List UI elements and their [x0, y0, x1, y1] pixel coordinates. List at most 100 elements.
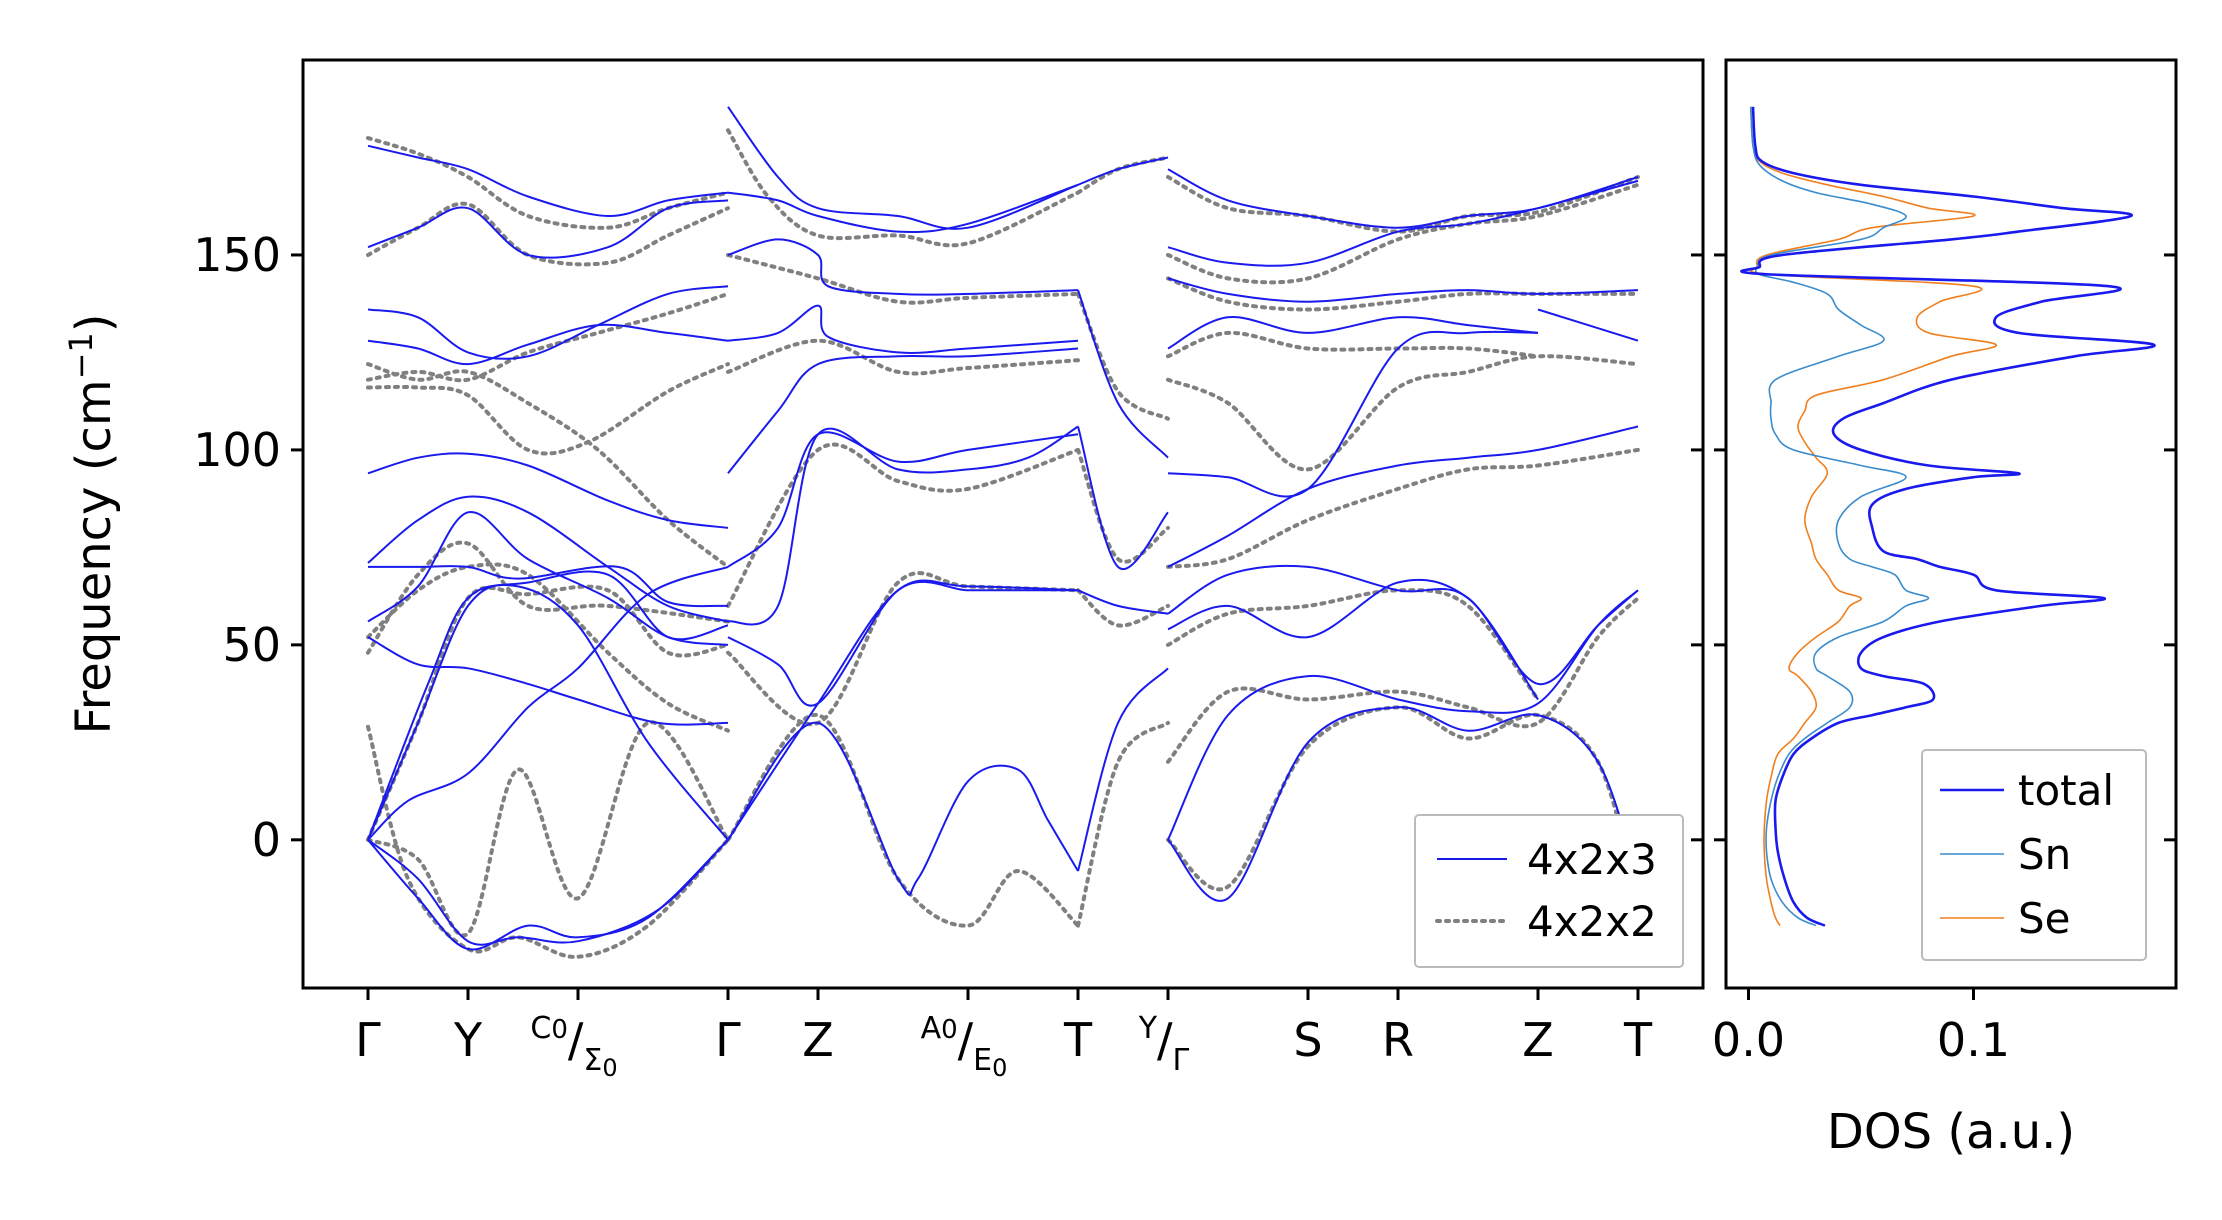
dos-curve-Se [1750, 106, 1997, 927]
dos-axes-frame [1724, 58, 2178, 990]
band-4x2x2-22 [1166, 596, 1640, 764]
band-4x2x2-28 [1166, 182, 1640, 285]
band-4x2x3-27 [1077, 289, 1169, 459]
dos-legend-label: Sn [2018, 830, 2071, 879]
y-axis-title: Frequency (cm−1) [62, 313, 122, 734]
kpoint-label: Z [1522, 1013, 1554, 1067]
band-4x2x3-23 [727, 106, 1079, 230]
band-4x2x3-3 [367, 583, 729, 841]
band-4x2x2-12 [726, 442, 1080, 608]
band-4x2x3-14 [727, 721, 1079, 896]
band-4x2x3-32 [1167, 564, 1539, 701]
dos-curve-Sn [1750, 106, 1930, 927]
kpoint-label-slash: / [958, 1013, 974, 1067]
band-4x2x3-7 [368, 565, 729, 608]
band-4x2x3-13 [367, 144, 729, 218]
kpoint-label-compound: C0/Σ0 [530, 1011, 617, 1082]
band-4x2x3-31 [1167, 578, 1639, 685]
band-4x2x2-18 [1076, 447, 1170, 564]
band-4x2x2-29 [1166, 175, 1640, 234]
band-4x2x3-35 [1167, 316, 1539, 350]
band-4x2x3-15 [727, 580, 1078, 841]
dos-curves [1740, 106, 2156, 927]
band-4x2x3-11 [367, 285, 729, 360]
band-4x2x2-7 [366, 362, 730, 569]
band-4x2x3-18 [727, 431, 1079, 568]
dos-x-tick-label: 0.0 [1712, 1013, 1785, 1067]
y-tick-label: 0 [252, 813, 281, 867]
kpoint-label: T [1623, 1013, 1653, 1067]
dos-legend-label: Se [2018, 894, 2071, 943]
band-4x2x3-26 [1077, 426, 1169, 571]
band-4x2x3-37 [1167, 179, 1639, 267]
kpoint-label-compound: Y/Γ [1138, 1011, 1190, 1078]
legend-label: 4x2x3 [1527, 835, 1657, 884]
y-axis-title-close: ) [66, 313, 122, 332]
band-4x2x3-1 [367, 839, 729, 946]
band-4x2x3-5 [367, 636, 729, 726]
band-4x2x2-24 [1166, 447, 1640, 569]
band-4x2x2-15 [726, 128, 1080, 248]
y-axis-title-main: Frequency (cm [66, 379, 122, 734]
dispersion-bands [366, 106, 1640, 959]
dispersion-axes-frame [301, 58, 1705, 990]
kpoint-label-upper: A [921, 1011, 942, 1046]
band-4x2x2-9 [366, 136, 730, 230]
kpoint-label-lower-sub: 0 [992, 1054, 1007, 1082]
kpoint-label-slash: / [568, 1013, 584, 1067]
kpoint-label-lower-sub: 0 [602, 1054, 617, 1082]
dos-legend-label: total [2018, 766, 2114, 815]
dispersion-ticks [291, 253, 1703, 1000]
kpoint-label-upper-sub: 0 [551, 1015, 568, 1045]
kpoint-label: T [1063, 1013, 1093, 1067]
kpoint-label: Γ [355, 1013, 381, 1067]
kpoint-label-lower: Σ [583, 1043, 602, 1078]
dispersion-legend: 4x2x3 4x2x2 [1414, 814, 1684, 968]
band-4x2x3-29 [1167, 706, 1639, 902]
dispersion-legend-box [1414, 814, 1684, 968]
band-4x2x2-25 [1166, 354, 1640, 472]
kpoint-label-upper-sub: 0 [941, 1015, 958, 1045]
band-4x2x3-9 [367, 452, 729, 529]
band-4x2x2-13 [726, 338, 1080, 376]
kpoint-label: S [1293, 1013, 1322, 1067]
band-4x2x3-8 [367, 495, 729, 623]
band-4x2x2-23 [1166, 588, 1540, 702]
dos-panel: 0.0 0.1 DOS (a.u.) total Sn Se [1712, 58, 2178, 1160]
kpoint-label-upper: C [530, 1011, 551, 1046]
y-tick-label: 150 [193, 228, 281, 282]
band-4x2x3-28 [1077, 156, 1169, 186]
kpoint-label: Γ [715, 1013, 741, 1067]
band-4x2x3-25 [1077, 589, 1169, 615]
band-4x2x3-21 [727, 238, 1079, 296]
band-4x2x2-6 [366, 291, 730, 383]
legend-label: 4x2x2 [1527, 897, 1657, 946]
band-4x2x3-10 [367, 323, 729, 366]
band-4x2x2-10 [726, 713, 1080, 928]
band-4x2x3-36 [1167, 277, 1639, 303]
band-4x2x3-38 [1167, 168, 1639, 229]
band-4x2x3-22 [727, 183, 1079, 234]
band-4x2x3-24 [1077, 667, 1169, 872]
kpoint-label: R [1382, 1013, 1414, 1067]
band-4x2x2-5 [366, 362, 730, 456]
band-4x2x2-17 [1076, 588, 1170, 628]
band-4x2x3-0 [367, 839, 729, 951]
band-4x2x3-19 [727, 347, 1079, 474]
kpoint-label-lower: Γ [1173, 1043, 1190, 1078]
dos-ticks [1714, 253, 2176, 1000]
band-4x2x2-8 [366, 201, 730, 267]
kpoint-label-lower: E [973, 1043, 992, 1078]
kpoint-label-compound: A0/E0 [921, 1011, 1008, 1082]
kpoint-label: Y [453, 1013, 483, 1067]
dos-x-tick-label: 0.1 [1937, 1013, 2010, 1067]
band-4x2x3-30 [1167, 589, 1639, 841]
kpoint-label: Z [802, 1013, 834, 1067]
band-4x2x2-14 [726, 253, 1080, 305]
band-4x2x3-17 [727, 425, 1079, 626]
band-4x2x2-19 [1076, 291, 1170, 421]
band-4x2x3-6 [367, 511, 729, 646]
kpoint-label-slash: / [1157, 1013, 1173, 1067]
